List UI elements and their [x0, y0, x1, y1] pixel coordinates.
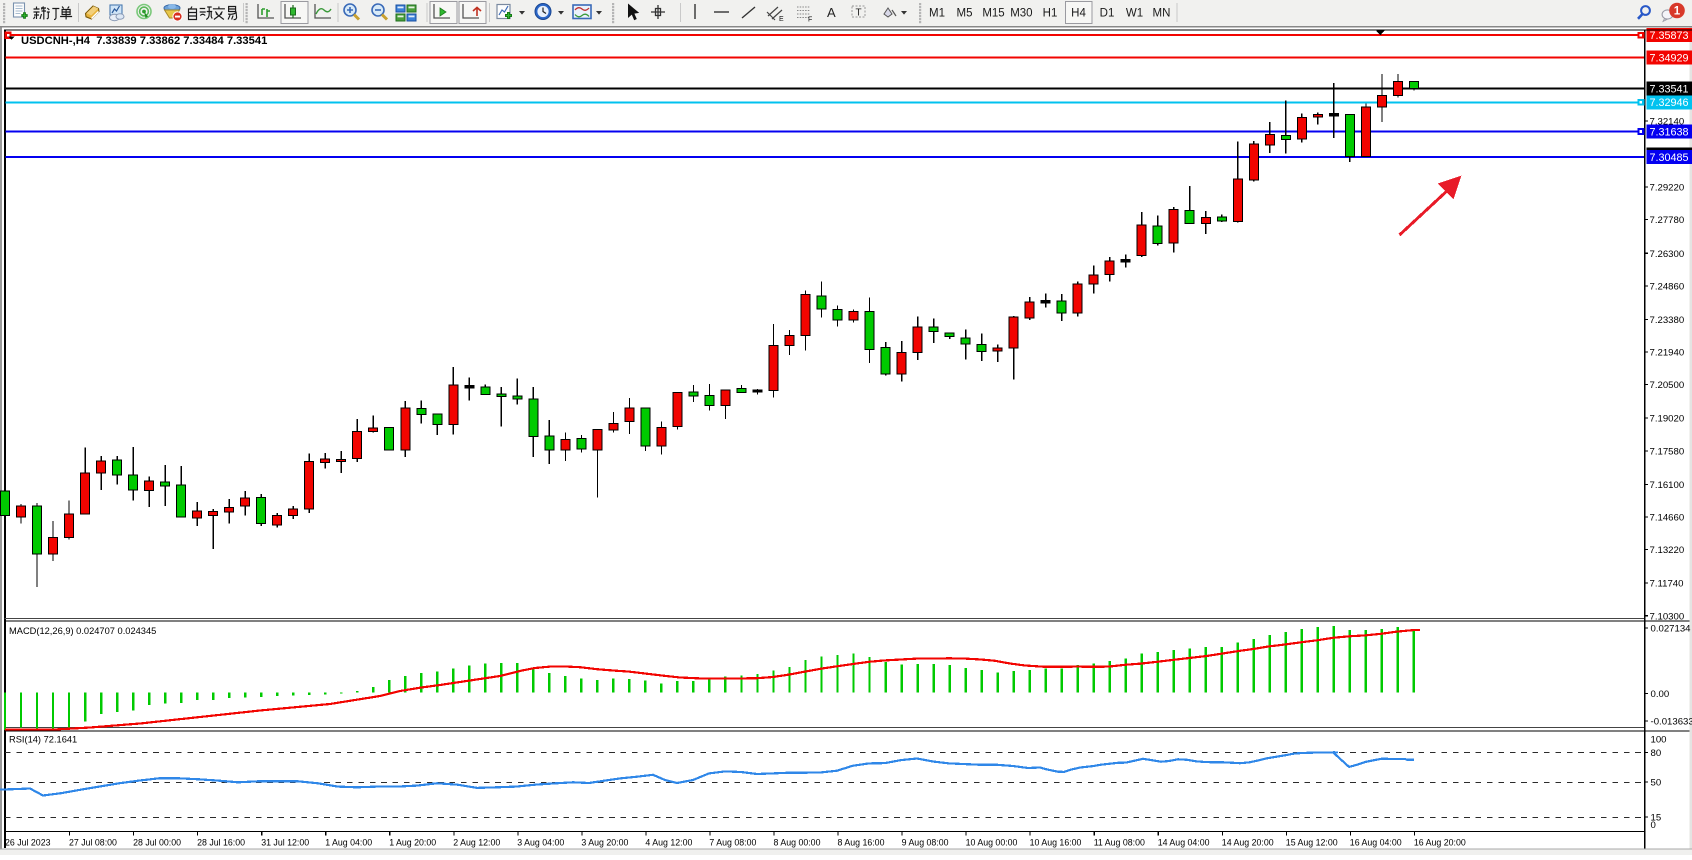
svg-text:7.26300: 7.26300 — [1650, 249, 1685, 260]
svg-text:10 Aug 16:00: 10 Aug 16:00 — [1030, 837, 1082, 847]
svg-text:7.11740: 7.11740 — [1650, 579, 1684, 590]
svg-text:7.23380: 7.23380 — [1650, 315, 1685, 326]
svg-text:7.33541: 7.33541 — [1650, 83, 1689, 95]
svg-text:7.34929: 7.34929 — [1650, 52, 1689, 64]
svg-text:7.27780: 7.27780 — [1650, 215, 1685, 226]
svg-text:28 Jul 16:00: 28 Jul 16:00 — [197, 837, 245, 847]
svg-text:7.35873: 7.35873 — [1650, 30, 1689, 42]
svg-text:100: 100 — [1651, 734, 1667, 745]
svg-text:3 Aug 04:00: 3 Aug 04:00 — [517, 837, 564, 847]
svg-text:28 Jul 00:00: 28 Jul 00:00 — [133, 837, 181, 847]
svg-text:27 Jul 08:00: 27 Jul 08:00 — [69, 837, 117, 847]
svg-text:15 Aug 12:00: 15 Aug 12:00 — [1286, 837, 1338, 847]
svg-text:31 Jul 12:00: 31 Jul 12:00 — [261, 837, 309, 847]
svg-text:2 Aug 12:00: 2 Aug 12:00 — [453, 837, 500, 847]
svg-text:80: 80 — [1651, 748, 1662, 759]
svg-text:50: 50 — [1651, 778, 1662, 789]
svg-text:3 Aug 20:00: 3 Aug 20:00 — [581, 837, 628, 847]
svg-text:8 Aug 16:00: 8 Aug 16:00 — [838, 837, 885, 847]
svg-text:14 Aug 20:00: 14 Aug 20:00 — [1222, 837, 1274, 847]
svg-text:7.10300: 7.10300 — [1650, 611, 1685, 622]
svg-text:8 Aug 00:00: 8 Aug 00:00 — [774, 837, 821, 847]
svg-text:16 Aug 04:00: 16 Aug 04:00 — [1350, 837, 1402, 847]
svg-text:11 Aug 08:00: 11 Aug 08:00 — [1094, 837, 1145, 847]
svg-text:9 Aug 08:00: 9 Aug 08:00 — [902, 837, 949, 847]
svg-text:1 Aug 20:00: 1 Aug 20:00 — [389, 837, 436, 847]
svg-text:0: 0 — [1651, 820, 1656, 831]
svg-text:RSI(14) 72.1641: RSI(14) 72.1641 — [9, 735, 77, 745]
svg-text:0.027134: 0.027134 — [1651, 623, 1692, 634]
svg-text:14 Aug 04:00: 14 Aug 04:00 — [1158, 837, 1210, 847]
svg-text:7.24860: 7.24860 — [1650, 281, 1685, 292]
svg-text:7.16100: 7.16100 — [1650, 480, 1685, 491]
svg-text:7.19020: 7.19020 — [1650, 414, 1685, 425]
svg-text:7.30485: 7.30485 — [1650, 152, 1689, 164]
svg-text:16 Aug 20:00: 16 Aug 20:00 — [1414, 837, 1466, 847]
svg-text:10 Aug 00:00: 10 Aug 00:00 — [966, 837, 1018, 847]
svg-text:7.21940: 7.21940 — [1650, 348, 1685, 359]
svg-text:7.13220: 7.13220 — [1650, 545, 1685, 556]
svg-text:7.32946: 7.32946 — [1650, 97, 1689, 109]
svg-text:7.29220: 7.29220 — [1650, 183, 1685, 194]
svg-text:26 Jul 2023: 26 Jul 2023 — [5, 837, 51, 847]
svg-text:MACD(12,26,9) 0.024707 0.02434: MACD(12,26,9) 0.024707 0.024345 — [9, 626, 156, 636]
svg-text:7 Aug 08:00: 7 Aug 08:00 — [709, 837, 756, 847]
svg-text:7.14660: 7.14660 — [1650, 513, 1685, 524]
svg-text:-0.013633: -0.013633 — [1651, 717, 1692, 728]
svg-text:USDCNH-,H4 7.33839 7.33862 7.: USDCNH-,H4 7.33839 7.33862 7.33484 7.335… — [21, 35, 267, 47]
svg-text:1 Aug 04:00: 1 Aug 04:00 — [325, 837, 372, 847]
svg-text:7.20500: 7.20500 — [1650, 380, 1685, 391]
svg-text:7.31638: 7.31638 — [1650, 126, 1689, 138]
svg-text:4 Aug 12:00: 4 Aug 12:00 — [645, 837, 692, 847]
svg-text:7.17580: 7.17580 — [1650, 446, 1685, 457]
svg-text:0.00: 0.00 — [1651, 689, 1670, 700]
